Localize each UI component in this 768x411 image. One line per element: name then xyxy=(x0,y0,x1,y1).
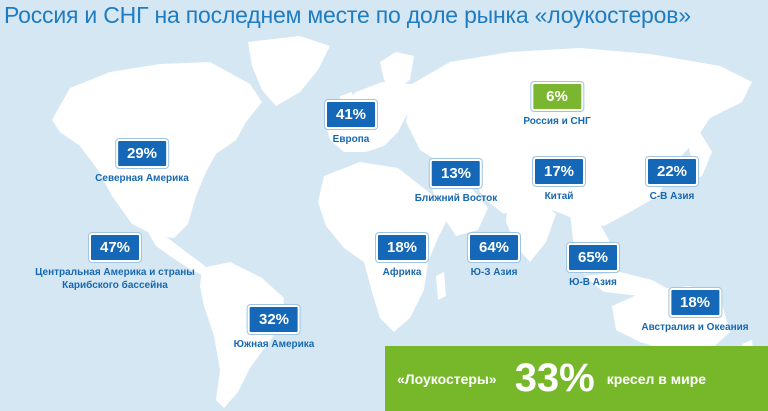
share-badge: 32% xyxy=(248,305,300,334)
central-america-shape xyxy=(148,232,212,276)
region-central-america: 47% Центральная Америка и страны Карибск… xyxy=(30,233,200,292)
share-badge: 64% xyxy=(468,233,520,262)
summary-share-value: 33% xyxy=(514,356,595,400)
region-label: Ю-В Азия xyxy=(569,277,617,288)
region-se-asia: 65% Ю-В Азия xyxy=(567,243,619,289)
region-middle-east: 13% Ближний Восток xyxy=(414,159,498,205)
scandinavia-shape xyxy=(380,52,414,92)
region-label: Ближний Восток xyxy=(414,193,498,204)
region-ne-asia: 22% С-В Азия xyxy=(646,157,698,203)
region-china: 17% Китай xyxy=(533,157,585,203)
region-label: Австралия и Океания xyxy=(641,322,749,333)
share-badge: 65% xyxy=(567,243,619,272)
share-badge: 18% xyxy=(669,288,721,317)
region-label: Африка xyxy=(382,267,422,278)
south-america-shape xyxy=(200,262,284,408)
share-badge: 29% xyxy=(116,139,168,168)
region-australia: 18% Австралия и Океания xyxy=(641,288,749,334)
region-label: Россия и СНГ xyxy=(523,116,591,127)
region-north-america: 29% Северная Америка xyxy=(95,139,189,185)
share-badge: 41% xyxy=(325,100,377,129)
share-badge: 17% xyxy=(533,157,585,186)
region-sw-asia: 64% Ю-З Азия xyxy=(468,233,520,279)
summary-banner: «Лоукостеры» 33% кресел в мире xyxy=(385,346,768,411)
madagascar-shape xyxy=(436,272,446,300)
share-badge: 22% xyxy=(646,157,698,186)
summary-seats-label: кресел в мире xyxy=(606,370,707,387)
share-badge: 18% xyxy=(376,233,428,262)
region-label: Южная Америка xyxy=(233,339,315,350)
region-label: С-В Азия xyxy=(649,191,695,202)
region-africa: 18% Африка xyxy=(376,233,428,279)
region-south-america: 32% Южная Америка xyxy=(233,305,315,351)
share-badge: 47% xyxy=(89,233,141,262)
region-label: Центральная Америка и страны Карибского … xyxy=(35,267,195,291)
page-title: Россия и СНГ на последнем месте по доле … xyxy=(4,2,691,28)
share-badge: 6% xyxy=(530,82,583,111)
summary-lowcost-label: «Лоукостеры» xyxy=(397,370,497,387)
region-label: Ю-З Азия xyxy=(470,267,518,278)
share-badge: 13% xyxy=(430,159,482,188)
region-europe: 41% Европа xyxy=(325,100,377,146)
region-label: Северная Америка xyxy=(95,173,189,184)
region-label: Китай xyxy=(544,191,574,202)
region-label: Европа xyxy=(332,134,370,145)
region-russia-cis: 6% Россия и СНГ xyxy=(523,82,591,128)
arabia-shape xyxy=(430,182,488,236)
greenland-shape xyxy=(248,36,330,106)
